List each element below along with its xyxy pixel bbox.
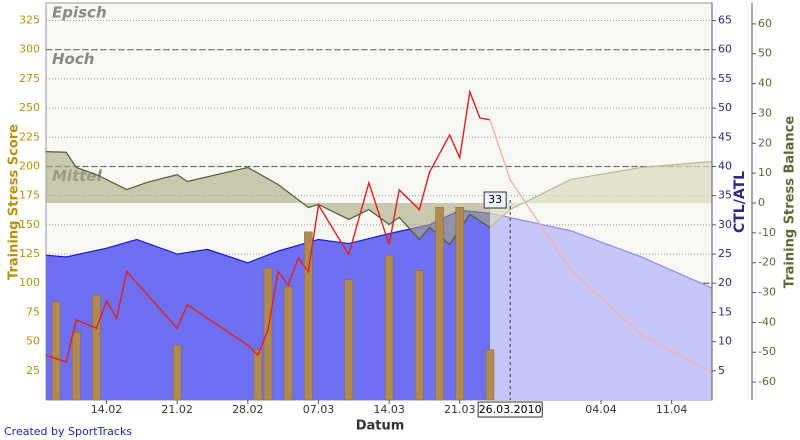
y2-tick-label: 60	[718, 43, 732, 56]
y3-tick-label: 50	[758, 47, 772, 60]
y-tick-label: 225	[19, 130, 40, 143]
bar	[455, 207, 464, 401]
y-tick-label: 75	[26, 305, 40, 318]
y-tick-label: 100	[19, 276, 40, 289]
y-tick-label: 275	[19, 72, 40, 85]
bar	[283, 286, 293, 401]
bar	[263, 267, 273, 401]
y2-tick-label: 10	[718, 335, 732, 348]
area	[46, 151, 490, 245]
y3-tick-label: 20	[758, 136, 772, 149]
x-axis-title: Datum	[356, 419, 405, 434]
cursor-date-box	[477, 401, 543, 418]
area	[490, 213, 712, 400]
y-tick-label: 150	[19, 218, 40, 231]
area-edge	[489, 212, 713, 289]
y3-tick-label: -20	[758, 256, 776, 269]
y-tick-label: 300	[19, 43, 40, 56]
bar	[253, 349, 263, 401]
bar	[384, 254, 394, 401]
y3-tick-label: -30	[758, 286, 776, 299]
y-tick-label: 200	[19, 159, 40, 172]
bar	[92, 294, 101, 401]
y3-tick-label: -50	[758, 345, 776, 358]
y2-tick-label: 20	[718, 276, 732, 289]
bar	[304, 231, 313, 401]
cursor-value: 33	[488, 193, 502, 206]
y2-tick-label: 65	[718, 14, 732, 27]
bar	[51, 301, 61, 401]
y-axis-title: Training Stress Score	[7, 124, 22, 280]
y-tick-label: 125	[19, 247, 40, 260]
y2-tick-label: 45	[718, 130, 732, 143]
cursor-date: 26.03.2010	[479, 403, 542, 416]
area-edge	[45, 151, 491, 246]
line	[489, 119, 713, 373]
x-tick-label: 14.02	[91, 403, 123, 416]
y3-tick-label: 10	[758, 166, 772, 179]
bar	[172, 344, 182, 401]
y3-tick-label: 30	[758, 106, 772, 119]
cursor-value-box	[483, 191, 507, 209]
y2-tick-label: 40	[718, 159, 732, 172]
y3-tick-label: 40	[758, 77, 772, 90]
area	[490, 161, 712, 228]
area-edge	[489, 160, 713, 228]
y-tick-label: 175	[19, 189, 40, 202]
x-tick-label: 28.02	[232, 403, 264, 416]
x-tick-label: 14.03	[373, 403, 405, 416]
y2-tick-label: 25	[718, 247, 732, 260]
line	[45, 89, 491, 363]
y3-tick-label: -60	[758, 375, 776, 388]
x-tick-label: 04.04	[585, 403, 617, 416]
zone-label: Hoch	[52, 50, 94, 68]
bar	[485, 349, 495, 401]
x-tick-label: 21.02	[161, 403, 193, 416]
y-tick-label: 250	[19, 101, 40, 114]
x-tick-label: 11.04	[656, 403, 688, 416]
y2-tick-label: 15	[718, 305, 732, 318]
y3-tick-label: -10	[758, 226, 776, 239]
y-tick-label: 50	[26, 335, 40, 348]
y3-tick-label: 0	[758, 196, 765, 209]
y2-tick-label: 35	[718, 189, 732, 202]
y-tick-label: 325	[19, 14, 40, 27]
y3-axis-title: Training Stress Balance	[783, 116, 798, 289]
y2-tick-label: 30	[718, 218, 732, 231]
bar	[72, 332, 81, 401]
y-tick-label: 25	[26, 364, 40, 377]
y2-tick-label: 5	[718, 364, 725, 377]
y3-tick-label: 60	[758, 17, 772, 30]
y2-axis-title: CTL/ATL	[732, 171, 748, 233]
bar	[344, 279, 353, 401]
bar	[435, 207, 444, 401]
bar	[415, 270, 424, 401]
zone-label: Episch	[52, 4, 107, 22]
y2-tick-label: 55	[718, 72, 732, 85]
footer: Created by SportTracks	[4, 425, 132, 438]
x-tick-label: 07.03	[303, 403, 335, 416]
y2-tick-label: 50	[718, 101, 732, 114]
y3-tick-label: -40	[758, 315, 776, 328]
x-tick-label: 21.03	[444, 403, 476, 416]
